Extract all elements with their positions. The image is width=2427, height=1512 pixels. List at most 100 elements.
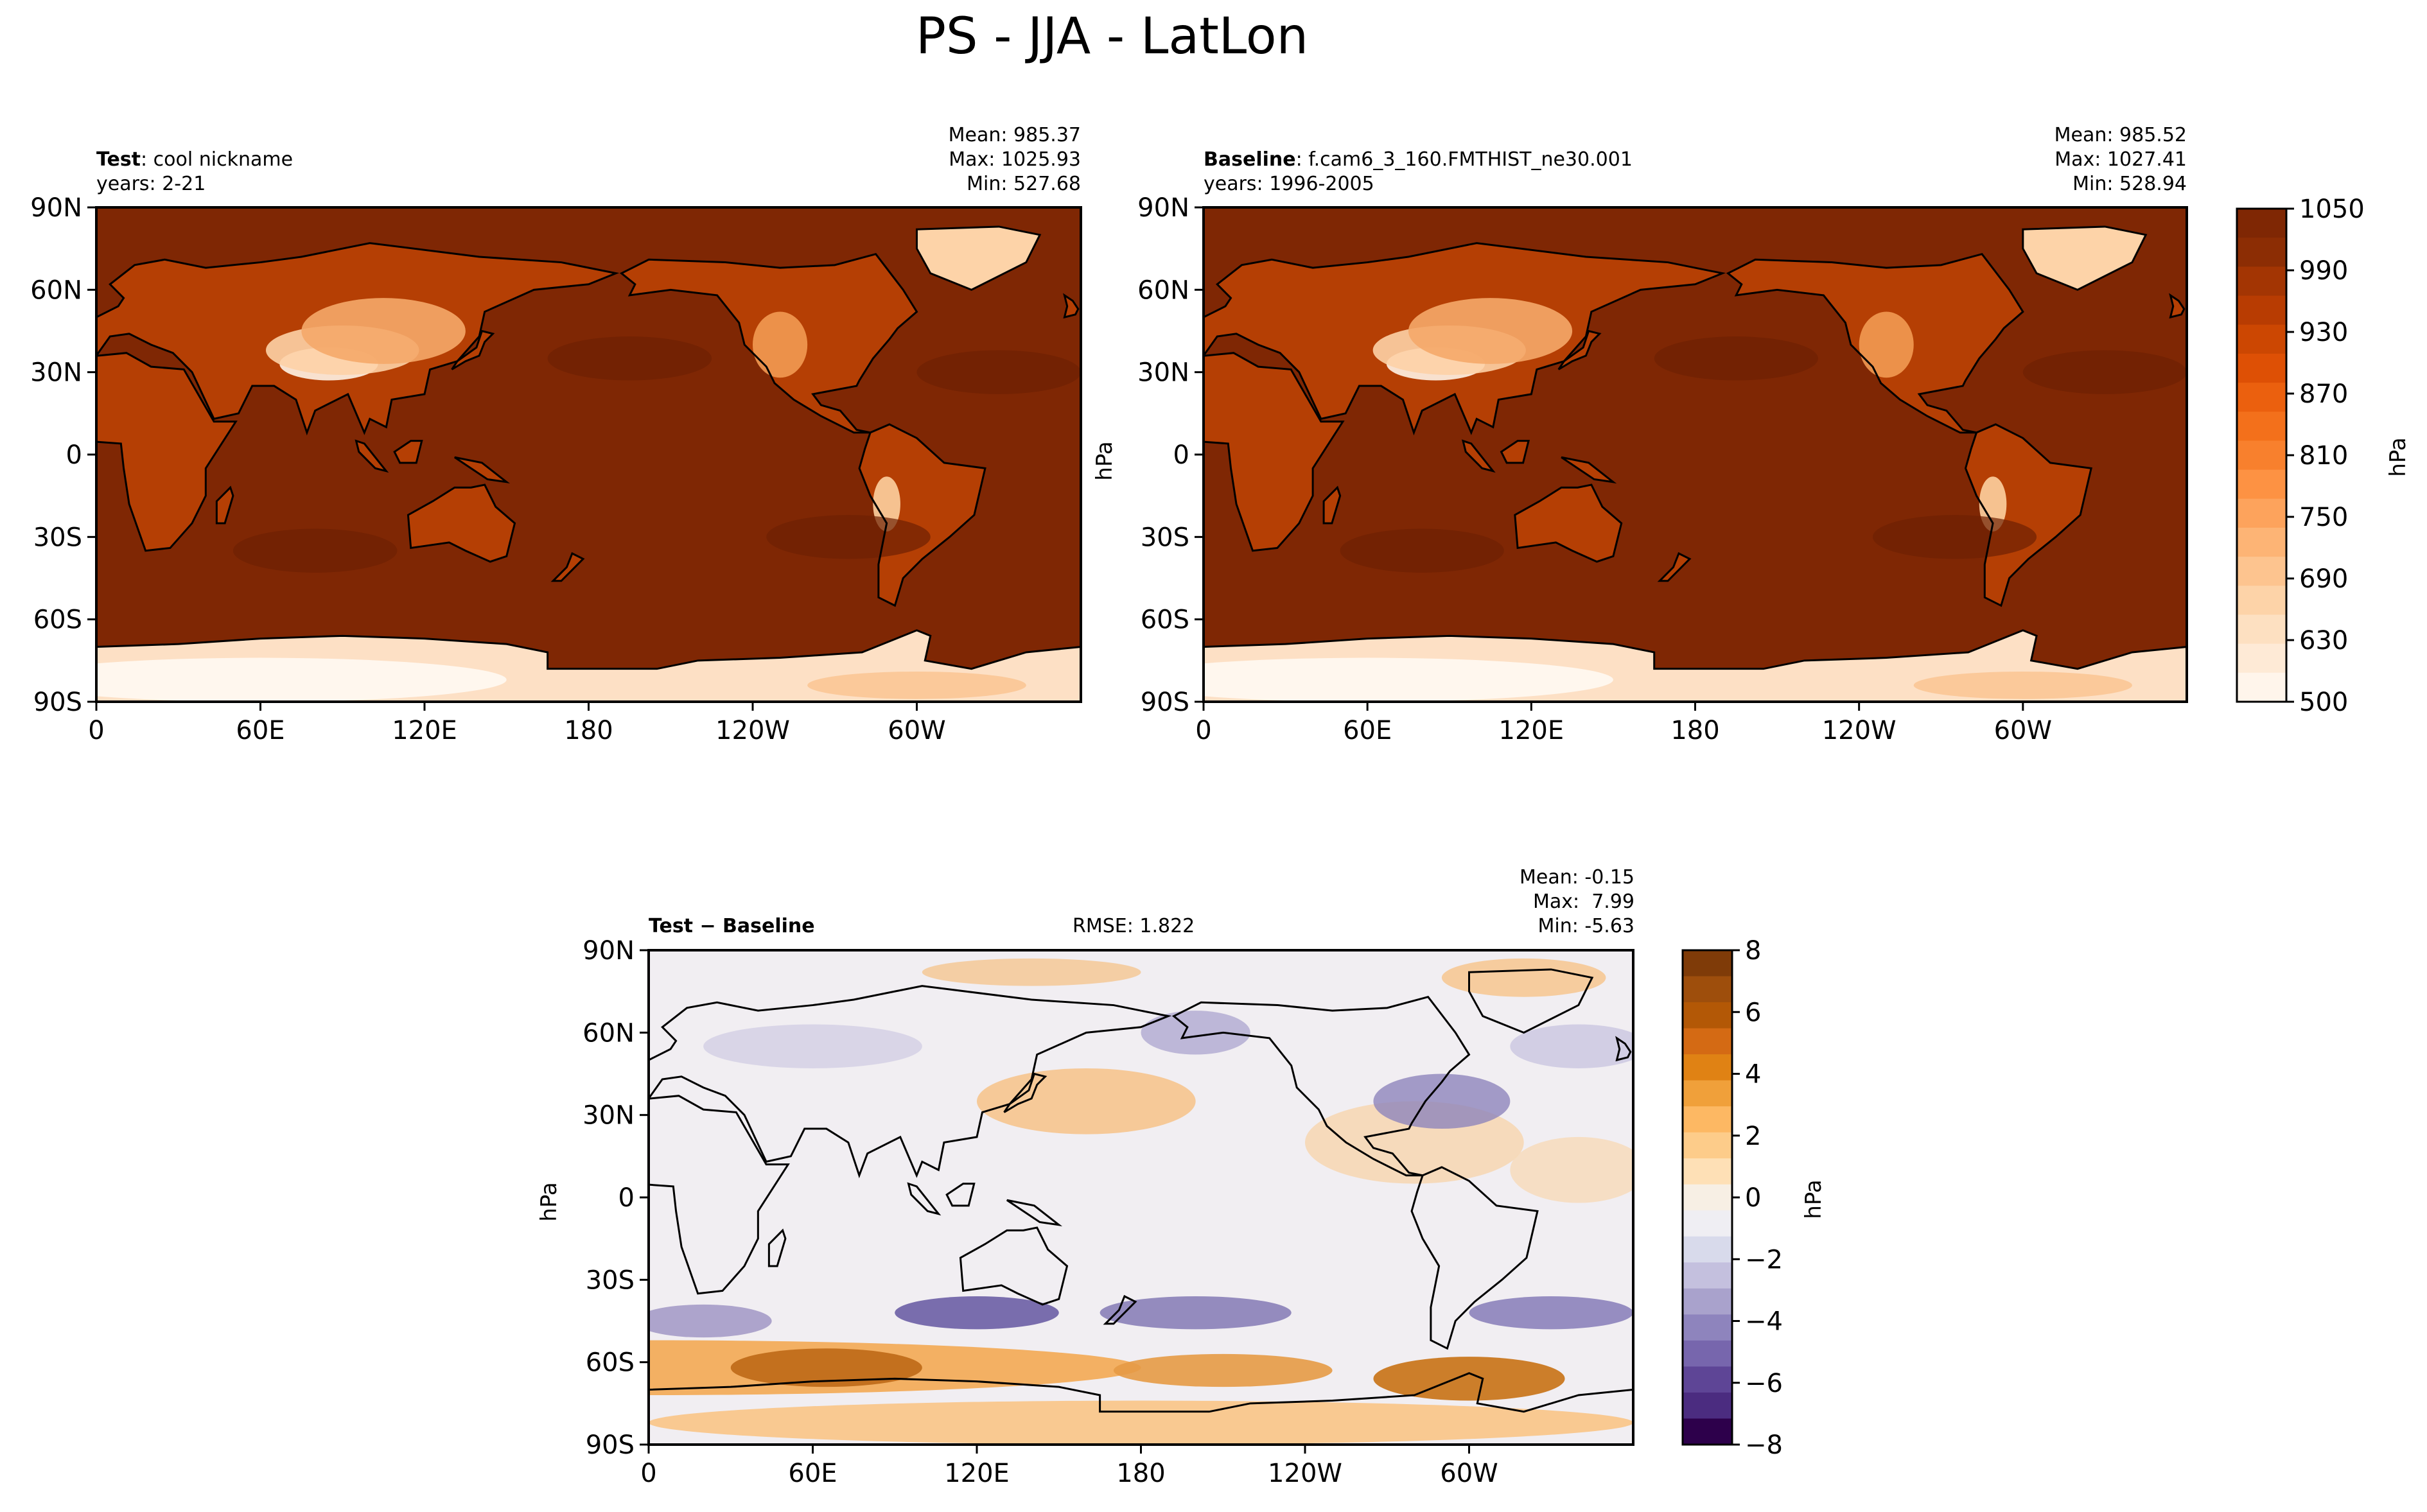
diff-coastline bbox=[649, 1095, 790, 1295]
diff-anomaly-10 bbox=[649, 1304, 772, 1338]
test-coastline bbox=[916, 225, 1042, 291]
diff-anomaly-11 bbox=[895, 1296, 1059, 1330]
baseline-label-bold: Baseline bbox=[1204, 148, 1296, 171]
test-coastline bbox=[96, 352, 238, 552]
abs-colorbar-tick: 870 bbox=[2299, 379, 2348, 409]
diff-colorbar-tick: −4 bbox=[1745, 1307, 1783, 1337]
abs-colorbar-tick: 990 bbox=[2299, 256, 2348, 286]
test-coastline bbox=[355, 439, 389, 473]
test-ytick-label: 0 bbox=[66, 440, 82, 470]
baseline-subtropical-high-1 bbox=[2022, 350, 2187, 394]
diff-coastline bbox=[1003, 1072, 1047, 1113]
baseline-land-newguinea bbox=[1561, 457, 1613, 482]
baseline-ytick-label: 60S bbox=[1141, 605, 1189, 635]
test-coastline bbox=[393, 440, 423, 464]
test-land-africa bbox=[96, 352, 236, 551]
test-coastline bbox=[454, 456, 511, 484]
baseline-label-rest: : f.cam6_3_160.FMTHIST_ne30.001 bbox=[1295, 148, 1633, 171]
diff-colorbar-segment bbox=[1683, 1054, 1732, 1081]
diff-rmse: RMSE: 1.822 bbox=[1073, 915, 1195, 937]
test-land-borneo bbox=[394, 440, 422, 463]
baseline-land-sumatra bbox=[1463, 440, 1493, 471]
abs-colorbar-segment bbox=[2237, 238, 2286, 267]
diff-ytick-label: 90S bbox=[586, 1430, 635, 1460]
diff-anomaly-8 bbox=[1441, 958, 1606, 997]
diff-colorbar-tick: 6 bbox=[1745, 998, 1761, 1027]
baseline-years: years: 1996-2005 bbox=[1204, 173, 1374, 195]
baseline-coastline bbox=[2022, 225, 2148, 291]
baseline-ytick-label: 90N bbox=[1137, 193, 1189, 223]
test-mean: Mean: 985.37 bbox=[948, 124, 1081, 146]
baseline-plateau2 bbox=[1913, 671, 2132, 699]
baseline-min: Min: 528.94 bbox=[2072, 173, 2187, 195]
diff-anomaly-17 bbox=[1510, 1024, 1633, 1068]
baseline-land-borneo bbox=[1501, 440, 1529, 463]
test-land-sumatra bbox=[356, 440, 387, 471]
diff-colorbar-segment bbox=[1683, 1236, 1732, 1263]
diff-colorbar-tick: −6 bbox=[1745, 1369, 1783, 1398]
diff-colorbar-tick: −2 bbox=[1745, 1245, 1783, 1274]
diff-colorbar-label: hPa bbox=[1801, 1179, 1827, 1219]
test-xtick-label: 120W bbox=[715, 716, 790, 745]
baseline-xtick-label: 60E bbox=[1343, 716, 1392, 745]
diff-anomaly-7 bbox=[649, 1400, 1633, 1445]
diff-colorbar-segment bbox=[1683, 1392, 1732, 1419]
diff-coastline bbox=[945, 1183, 976, 1207]
abs-colorbar-segment bbox=[2237, 557, 2286, 586]
abs-colorbar-segment bbox=[2237, 440, 2286, 471]
diff-map: 0 60E 120E 180 120W 60W 90N 60N 30N 0 30S 60S 90S bbox=[583, 936, 1634, 1488]
baseline-mean: Mean: 985.52 bbox=[2054, 124, 2187, 146]
abs-colorbar-segment bbox=[2237, 209, 2286, 238]
abs-colorbar-label: hPa bbox=[2385, 437, 2411, 476]
baseline-land-japan bbox=[1558, 331, 1600, 370]
test-highland-4 bbox=[753, 311, 808, 378]
diff-colorbar-segment bbox=[1683, 1340, 1732, 1367]
baseline-ytick-label: 30S bbox=[1141, 523, 1189, 552]
test-coastline bbox=[96, 629, 1081, 670]
abs-colorbar-tick: 810 bbox=[2299, 441, 2348, 471]
diff-colorbar: 8 6 4 2 0 −2 −4 −6 −8 hPa bbox=[1681, 936, 1827, 1460]
test-ytick-label: 90N bbox=[30, 193, 82, 223]
diff-anomaly-4 bbox=[730, 1348, 922, 1387]
baseline-land-samerica bbox=[1965, 424, 2092, 606]
test-coastline bbox=[451, 329, 495, 370]
diff-anomaly-0 bbox=[977, 1068, 1196, 1134]
test-subtropical-high-3 bbox=[766, 515, 931, 559]
baseline-coastline bbox=[1322, 485, 1342, 525]
diff-coastline bbox=[907, 1182, 942, 1216]
diff-colorbar-segment bbox=[1683, 1210, 1732, 1237]
test-plateau bbox=[96, 657, 507, 702]
baseline-land-greenland bbox=[2022, 226, 2146, 290]
test-coastline bbox=[550, 552, 585, 582]
baseline-highland-2 bbox=[1408, 298, 1573, 364]
diff-colorbar-tick: 2 bbox=[1745, 1122, 1761, 1151]
diff-colorbar-tick: −8 bbox=[1745, 1430, 1783, 1460]
diff-mean: Mean: -0.15 bbox=[1519, 866, 1634, 889]
diff-anomaly-14 bbox=[1373, 1073, 1511, 1129]
diff-coastline bbox=[1410, 1166, 1539, 1350]
diff-anomaly-12 bbox=[1100, 1296, 1292, 1330]
diff-coastline bbox=[1103, 1294, 1137, 1325]
diff-colorbar-segment bbox=[1683, 1314, 1732, 1341]
test-xtick-label: 0 bbox=[88, 716, 104, 745]
test-land-japan bbox=[451, 331, 493, 370]
abs-colorbar-segment bbox=[2237, 353, 2286, 383]
baseline-coastline bbox=[1461, 439, 1496, 473]
diff-colorbar-tick: 8 bbox=[1745, 936, 1761, 966]
baseline-map: 0 60E 120E 180 120W 60W 90N 60N 30N 0 30S 60S 90S bbox=[1137, 193, 2188, 745]
abs-colorbar-segment bbox=[2237, 643, 2286, 673]
abs-colorbar-tick: 500 bbox=[2299, 688, 2348, 717]
abs-colorbar-segment bbox=[2237, 498, 2286, 528]
baseline-land-africa bbox=[1204, 352, 1343, 551]
test-land-samerica bbox=[859, 424, 985, 606]
abs-colorbar-tick: 930 bbox=[2299, 318, 2348, 347]
abs-colorbar-segment bbox=[2237, 672, 2286, 702]
test-label-bold: Test bbox=[96, 148, 141, 171]
baseline-coastline bbox=[1657, 552, 1692, 582]
diff-coastline bbox=[959, 1226, 1069, 1306]
diff-xtick-label: 60E bbox=[788, 1459, 837, 1488]
diff-max: Max: 7.99 bbox=[1533, 891, 1634, 913]
diff-colorbar-segment bbox=[1683, 1262, 1732, 1289]
